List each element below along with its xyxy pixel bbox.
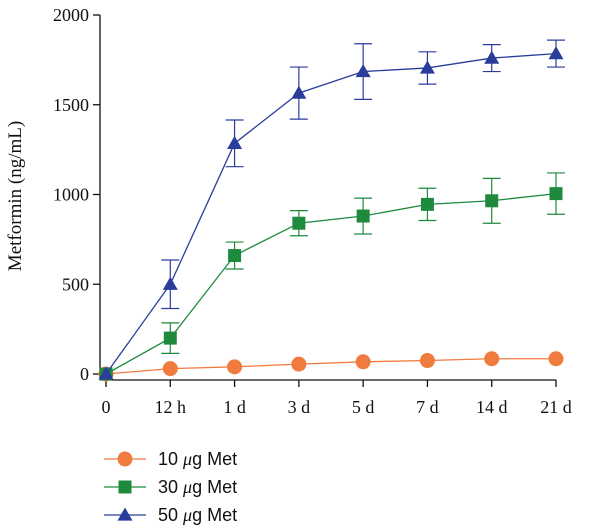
legend-marker	[117, 507, 133, 521]
series-layer	[98, 39, 565, 382]
x-tick-label: 7 d	[416, 397, 439, 417]
data-point	[227, 135, 243, 149]
data-point	[420, 197, 434, 211]
series-line	[105, 52, 557, 375]
x-tick-label: 12 h	[155, 397, 187, 417]
data-point	[162, 276, 178, 290]
data-point	[291, 356, 307, 372]
data-point	[485, 194, 499, 208]
legend-label: 30 μg Met	[158, 477, 237, 497]
x-tick-label: 5 d	[352, 397, 375, 417]
data-point	[484, 351, 500, 367]
data-point	[419, 60, 435, 74]
data-point	[228, 249, 242, 263]
data-point	[162, 361, 178, 377]
x-tick-label: 3 d	[288, 397, 311, 417]
data-point	[549, 187, 563, 201]
data-point	[484, 50, 500, 64]
x-tick-label: 21 d	[540, 397, 572, 417]
x-tick-label: 0	[102, 397, 111, 417]
y-tick-label: 1000	[53, 185, 89, 205]
data-point	[356, 209, 370, 223]
data-point	[98, 366, 114, 380]
legend-marker	[118, 480, 132, 494]
legend: 10 μg Met 30 μg Met 50 μg Met	[104, 449, 237, 525]
data-point	[292, 216, 306, 230]
data-point	[291, 85, 307, 99]
y-axis-label: Metformin (ng/mL)	[5, 121, 26, 271]
legend-label: 50 μg Met	[158, 505, 237, 525]
axes: 0 500 1000 1500 2000 0 12 h 1 d 3 d 5 d 7 d 14 d 21 …	[53, 5, 572, 417]
data-point	[163, 331, 177, 345]
data-point	[355, 354, 371, 370]
series-line	[105, 358, 556, 375]
y-tick-label: 2000	[53, 5, 89, 25]
x-tick-label: 14 d	[476, 397, 508, 417]
data-point	[227, 359, 243, 375]
data-point	[419, 353, 435, 369]
data-point	[355, 64, 371, 78]
y-tick-label: 0	[80, 364, 89, 384]
data-point	[548, 46, 564, 60]
y-tick-label: 500	[62, 274, 89, 294]
series-triangle	[98, 39, 565, 380]
series-square	[99, 172, 565, 381]
y-tick-label: 1500	[53, 95, 89, 115]
series-circle	[98, 351, 564, 382]
data-point	[548, 351, 564, 367]
x-tick-label: 1 d	[223, 397, 246, 417]
series-line	[105, 192, 557, 375]
legend-item: 30 μg Met	[104, 477, 237, 497]
legend-label: 10 μg Met	[158, 449, 237, 469]
legend-marker	[117, 451, 133, 467]
legend-item: 10 μg Met	[104, 449, 237, 469]
legend-item: 50 μg Met	[104, 505, 237, 525]
